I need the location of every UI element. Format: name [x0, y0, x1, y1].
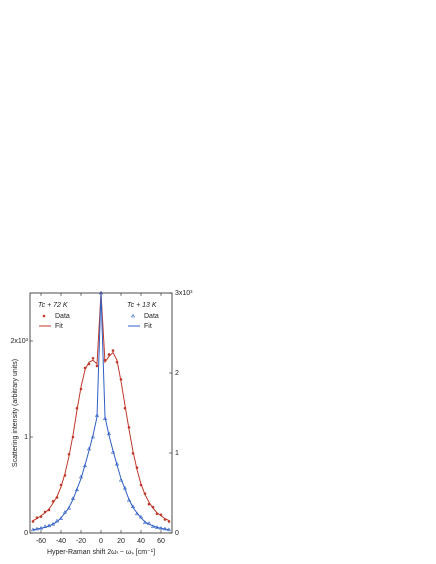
x-tick-label: 20 — [117, 538, 125, 545]
legend-label: Data — [55, 313, 70, 320]
y-tick-label: 0 — [24, 530, 28, 537]
data-point — [111, 349, 115, 352]
x-axis-label: Hyper-Raman shift 2ωₗ − ωₛ [cm⁻¹] — [47, 549, 155, 556]
y-tick-label: 2x10³ — [10, 338, 28, 345]
x-tick-label: 0 — [99, 538, 103, 545]
legend-label: Data — [144, 313, 159, 320]
x-tick-label: -60 — [36, 538, 46, 545]
data-point — [82, 463, 88, 468]
fit-line — [32, 292, 170, 531]
legend-title: Tc + 13 K — [127, 302, 157, 309]
data-point — [95, 364, 99, 368]
legend-swatch — [130, 313, 136, 318]
legend-label: Fit — [144, 323, 152, 330]
data-point — [74, 487, 80, 492]
data-point — [91, 356, 95, 360]
x-tick-label: -20 — [76, 538, 86, 545]
x-tick-label: 60 — [157, 538, 165, 545]
legend-label: Fit — [55, 323, 63, 330]
x-tick-label: -40 — [56, 538, 66, 545]
y2-tick-label: 0 — [175, 530, 179, 537]
legend-swatch — [42, 314, 46, 318]
y2-tick-label: 3x10³ — [175, 290, 193, 297]
y-tick-label: 1 — [24, 434, 28, 441]
data-point — [167, 520, 171, 523]
legend-title: Tc + 72 K — [38, 302, 68, 309]
data-point — [31, 520, 35, 523]
y-axis-label: Scattering intensity (arbitrary units) — [12, 359, 19, 467]
y2-tick-label: 2 — [175, 370, 179, 377]
y2-tick-label: 1 — [175, 450, 179, 457]
x-tick-label: 40 — [137, 538, 145, 545]
